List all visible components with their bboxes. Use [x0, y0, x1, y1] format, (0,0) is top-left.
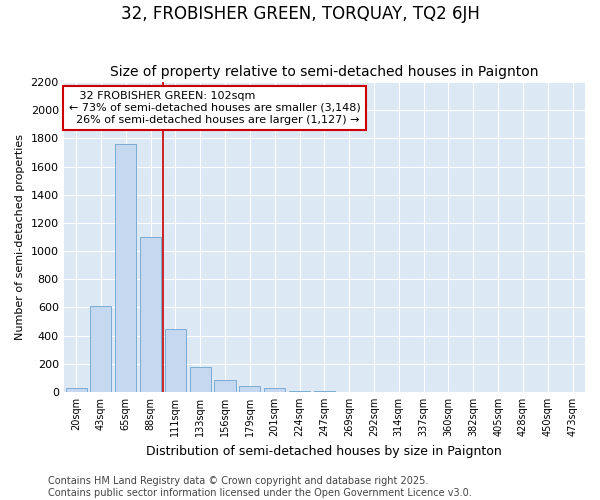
Y-axis label: Number of semi-detached properties: Number of semi-detached properties	[15, 134, 25, 340]
X-axis label: Distribution of semi-detached houses by size in Paignton: Distribution of semi-detached houses by …	[146, 444, 502, 458]
Bar	[65, 388, 86, 392]
Bar	[91, 306, 112, 392]
Bar	[190, 368, 211, 392]
Text: 32, FROBISHER GREEN, TORQUAY, TQ2 6JH: 32, FROBISHER GREEN, TORQUAY, TQ2 6JH	[121, 5, 479, 23]
Bar	[165, 328, 186, 392]
Bar	[289, 390, 310, 392]
Bar	[314, 391, 335, 392]
Bar	[214, 380, 236, 392]
Bar	[239, 386, 260, 392]
Bar	[264, 388, 285, 392]
Text: Contains HM Land Registry data © Crown copyright and database right 2025.
Contai: Contains HM Land Registry data © Crown c…	[48, 476, 472, 498]
Text: 32 FROBISHER GREEN: 102sqm
← 73% of semi-detached houses are smaller (3,148)
  2: 32 FROBISHER GREEN: 102sqm ← 73% of semi…	[69, 92, 361, 124]
Title: Size of property relative to semi-detached houses in Paignton: Size of property relative to semi-detach…	[110, 66, 539, 80]
Bar	[140, 237, 161, 392]
Bar	[115, 144, 136, 392]
